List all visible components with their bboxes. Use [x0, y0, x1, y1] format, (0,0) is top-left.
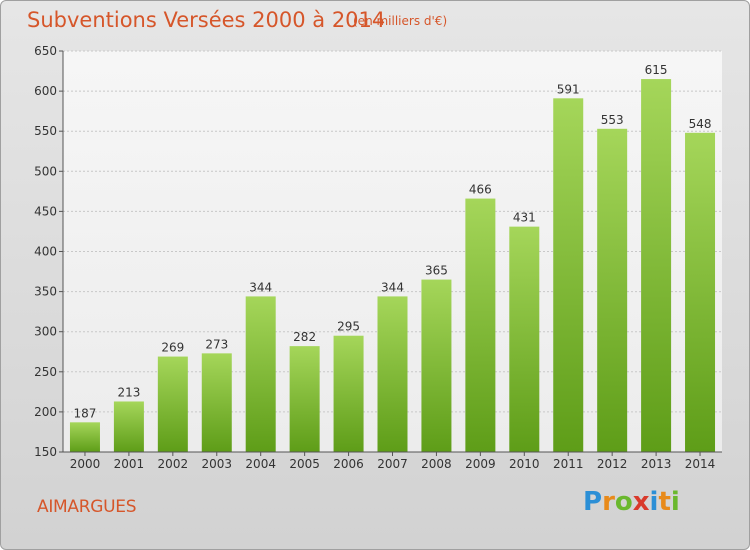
bar — [113, 401, 144, 452]
bar — [465, 198, 496, 452]
bar — [69, 422, 100, 452]
chart-title: Subventions Versées 2000 à 2014 — [27, 8, 386, 32]
y-tick-label: 600 — [34, 84, 57, 98]
x-tick-label: 2003 — [201, 457, 232, 471]
bar-value-label: 213 — [117, 385, 140, 399]
bar — [421, 279, 452, 452]
bar — [597, 128, 628, 452]
x-tick-label: 2005 — [289, 457, 320, 471]
y-tick-label: 200 — [34, 405, 57, 419]
bar — [157, 356, 188, 452]
bar — [553, 98, 584, 453]
y-tick-label: 150 — [34, 445, 57, 459]
bar-value-label: 591 — [557, 82, 580, 96]
bar — [201, 353, 232, 452]
bar-value-label: 431 — [513, 211, 536, 225]
x-tick-label: 2009 — [465, 457, 496, 471]
y-tick-label: 450 — [34, 204, 57, 218]
x-tick-label: 2008 — [421, 457, 452, 471]
bar-value-label: 273 — [205, 337, 228, 351]
bar-value-label: 615 — [645, 63, 668, 77]
y-tick-label: 500 — [34, 164, 57, 178]
bar-value-label: 344 — [249, 280, 272, 294]
x-tick-label: 2012 — [597, 457, 628, 471]
bar-value-label: 344 — [381, 280, 404, 294]
bar — [641, 79, 672, 452]
bar — [509, 226, 540, 452]
bar-value-label: 548 — [689, 117, 712, 131]
bar-value-label: 365 — [425, 264, 448, 278]
logo-letter: P — [583, 487, 603, 517]
x-tick-label: 2011 — [553, 457, 584, 471]
proxiti-logo: Proxiti — [583, 487, 680, 517]
bar — [245, 296, 276, 452]
x-tick-label: 2013 — [641, 457, 672, 471]
x-tick-label: 2007 — [377, 457, 408, 471]
bar — [685, 132, 716, 452]
logo-letter: x — [632, 487, 650, 517]
x-tick-label: 2014 — [685, 457, 716, 471]
y-tick-label: 550 — [34, 124, 57, 138]
logo-letter: r — [602, 487, 615, 517]
x-tick-label: 2002 — [158, 457, 189, 471]
y-tick-label: 350 — [34, 285, 57, 299]
x-tick-label: 2004 — [245, 457, 276, 471]
chart-subtitle: (en milliers d'€) — [353, 14, 448, 28]
x-tick-label: 2000 — [70, 457, 101, 471]
bar-value-label: 466 — [469, 183, 492, 197]
logo-letter: t — [658, 487, 671, 517]
y-tick-label: 400 — [34, 245, 57, 259]
y-tick-label: 300 — [34, 325, 57, 339]
x-tick-label: 2006 — [333, 457, 364, 471]
x-tick-label: 2001 — [114, 457, 145, 471]
bar-value-label: 187 — [74, 406, 97, 420]
logo-letter: i — [649, 487, 659, 517]
y-tick-label: 250 — [34, 365, 57, 379]
bar — [333, 335, 364, 452]
commune-name: AIMARGUES — [37, 497, 137, 517]
bar-value-label: 553 — [601, 113, 624, 127]
x-tick-label: 2010 — [509, 457, 540, 471]
y-tick-label: 650 — [34, 44, 57, 58]
bar — [289, 346, 320, 452]
logo-letter: o — [614, 487, 633, 517]
bar-value-label: 269 — [161, 341, 184, 355]
bar — [377, 296, 408, 452]
bar-value-label: 295 — [337, 320, 360, 334]
logo-letter: i — [670, 487, 680, 517]
bar-value-label: 282 — [293, 330, 316, 344]
